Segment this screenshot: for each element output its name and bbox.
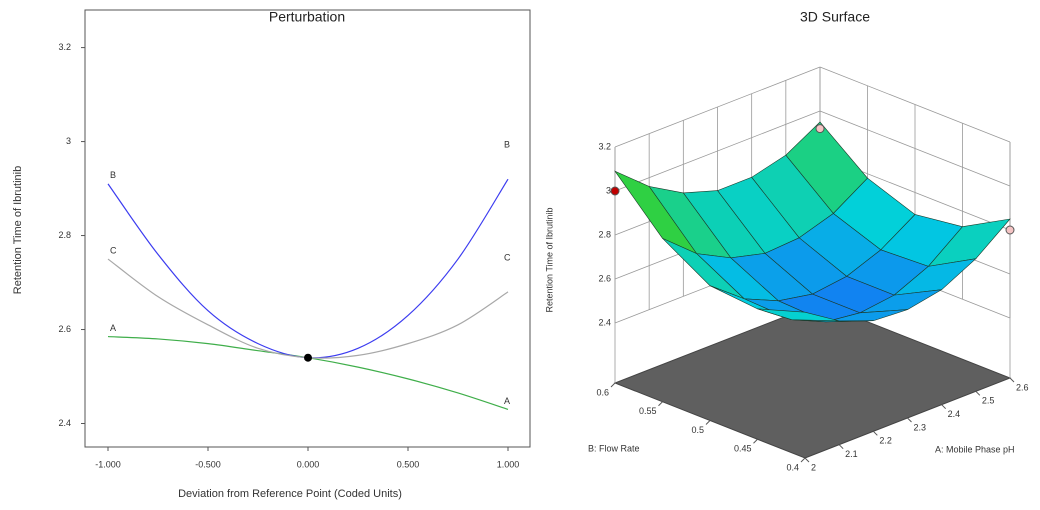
x-tick-label: 0.500: [397, 459, 420, 469]
z-tick-label: 2.8: [598, 229, 611, 239]
series-line: [107, 335, 509, 410]
x-tick: [872, 430, 878, 436]
y-tick: [658, 401, 663, 407]
y-tick: [753, 438, 758, 444]
x-tick-label: 2.5: [982, 396, 995, 406]
x-tick: [838, 444, 844, 450]
series-label: A: [504, 396, 510, 406]
series-label: C: [110, 245, 117, 255]
series-line: [107, 178, 509, 359]
x-tick: [907, 417, 912, 423]
y-tick-label: 3.2: [58, 42, 71, 52]
z-axis-label: Retention Time of Ibrutinib: [544, 207, 554, 312]
x-tick: [941, 404, 947, 410]
x-tick-label: 0.000: [297, 459, 320, 469]
series-label: B: [504, 140, 510, 150]
x-tick-label: -0.500: [195, 459, 221, 469]
x-axis-label: A: Mobile Phase pH: [935, 444, 1015, 454]
floor: [613, 302, 1012, 459]
y-tick-label: 0.45: [734, 444, 752, 454]
x-tick: [1009, 377, 1015, 383]
y-tick-label: 0.6: [596, 387, 609, 397]
y-tick-label: 0.5: [691, 425, 704, 435]
x-tick-label: 2.2: [879, 436, 892, 446]
x-tick-label: 2.4: [948, 409, 961, 419]
x-tick-label: 2.3: [914, 422, 927, 432]
z-tick-label: 3.2: [598, 141, 611, 151]
x-tick-label: 2.1: [845, 449, 858, 459]
z-tick-label: 2.4: [598, 317, 611, 327]
y-tick-label: 2.4: [58, 418, 71, 428]
z-tick-label: 3: [606, 185, 611, 195]
y-tick-label: 2.8: [58, 230, 71, 240]
x-tick-label: 2.6: [1016, 382, 1029, 392]
y-tick-label: 3: [66, 136, 71, 146]
y-tick-label: 2.6: [58, 324, 71, 334]
series-line: [107, 258, 509, 359]
series-label: C: [504, 252, 511, 262]
plot-frame: [84, 9, 531, 448]
y-tick: [705, 420, 711, 425]
chart-title: 3D Surface: [800, 9, 870, 25]
x-tick: [975, 390, 981, 396]
x-tick-label: 1.000: [497, 459, 520, 469]
z-tick-label: 2.6: [598, 273, 611, 283]
x-tick-label: 2: [811, 462, 816, 472]
y-tick: [800, 457, 806, 463]
x-axis-label: Deviation from Reference Point (Coded Un…: [178, 488, 402, 500]
x-tick-label: -1.000: [95, 459, 121, 469]
y-axis-label: B: Flow Rate: [588, 443, 640, 453]
reference-point: [304, 353, 312, 362]
series-label: A: [110, 323, 116, 333]
surface-patch: [757, 308, 840, 322]
y-tick-label: 0.4: [786, 462, 799, 472]
design-point: [815, 124, 825, 134]
series-label: B: [110, 170, 116, 180]
y-tick-label: 0.55: [639, 406, 657, 416]
x-tick: [804, 457, 810, 463]
chart-title: Perturbation: [269, 9, 345, 25]
design-point: [610, 186, 620, 196]
y-axis-label: Retention Time of Ibrutinib: [12, 166, 24, 294]
design-point: [1005, 225, 1015, 235]
y-tick: [610, 382, 616, 388]
